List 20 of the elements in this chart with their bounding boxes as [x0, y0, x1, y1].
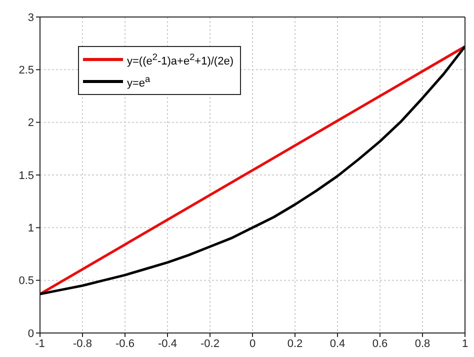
- x-tick-label: -0.4: [158, 338, 177, 350]
- x-tick-label: 0: [249, 338, 256, 350]
- x-tick-label: 0.2: [287, 338, 303, 350]
- y-tick-label: 0: [28, 328, 34, 340]
- x-tick-label: -0.2: [200, 338, 220, 350]
- x-tick-label: -0.8: [73, 338, 92, 350]
- x-tick-label: 0.8: [414, 338, 430, 350]
- x-tick-label: 0.4: [330, 338, 346, 350]
- x-tick-label: -0.6: [116, 338, 134, 350]
- y-tick-label: 2: [28, 117, 34, 130]
- x-tick-label: -1: [35, 338, 45, 350]
- legend-label: y=((e$^{2}$-1)a+e$^{2}$+1)/(2e): [127, 51, 234, 70]
- x-tick-label: 0.6: [372, 338, 388, 350]
- x-tick-label: 1: [462, 338, 468, 350]
- y-tick-label: 1.5: [18, 170, 34, 182]
- y-tick-label: 0.5: [18, 275, 34, 288]
- legend-label: y=e$^{a}$: [127, 72, 150, 92]
- y-tick-label: 3: [28, 12, 34, 24]
- y-tick-label: 2.5: [18, 64, 34, 77]
- y-tick-label: 1: [28, 222, 34, 235]
